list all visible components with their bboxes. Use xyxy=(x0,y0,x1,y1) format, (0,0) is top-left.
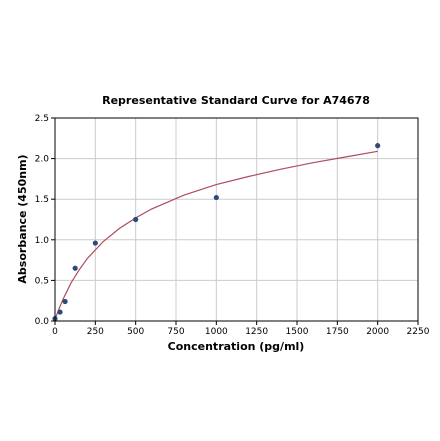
data-point-1 xyxy=(57,309,63,315)
x-tick-label-4: 1000 xyxy=(205,327,228,337)
data-points-layer xyxy=(52,143,381,322)
x-axis-label: Concentration (pg/ml) xyxy=(168,340,305,353)
x-tick-label-1: 250 xyxy=(87,327,104,337)
y-tick-label-4: 2.0 xyxy=(35,155,50,165)
data-point-6 xyxy=(213,194,219,201)
x-tick-label-5: 1250 xyxy=(245,327,268,337)
x-tick-label-8: 2000 xyxy=(366,327,389,337)
y-tick-label-0: 0.0 xyxy=(35,317,50,327)
data-point-7 xyxy=(375,143,381,149)
data-point-5 xyxy=(133,216,139,223)
x-tick-label-7: 1750 xyxy=(326,327,349,337)
data-point-3 xyxy=(72,265,78,271)
grid-lines xyxy=(54,117,419,322)
y-axis-label: Absorbance (450nm) xyxy=(16,154,29,283)
x-tick-label-0: 0 xyxy=(52,327,58,337)
y-tick-label-2: 1.0 xyxy=(35,236,50,246)
data-point-4 xyxy=(92,240,98,246)
plot-frame xyxy=(54,117,419,322)
y-tick-label-5: 2.5 xyxy=(35,114,49,124)
y-tick-label-3: 1.5 xyxy=(35,195,49,205)
chart-title: Representative Standard Curve for A74678 xyxy=(102,94,370,107)
x-tick-label-3: 750 xyxy=(167,327,184,337)
x-tick-label-6: 1500 xyxy=(286,327,309,337)
x-tick-label-9: 2250 xyxy=(407,327,430,337)
y-axis-ticks: 0.0 0.5 1.0 1.5 2.0 2.5 xyxy=(35,114,55,327)
x-axis-ticks: 0 250 500 750 1000 1250 1500 1750 2000 2250 xyxy=(52,321,430,337)
data-point-2 xyxy=(62,298,68,305)
x-tick-label-2: 500 xyxy=(127,327,144,337)
y-tick-label-1: 0.5 xyxy=(35,276,49,286)
